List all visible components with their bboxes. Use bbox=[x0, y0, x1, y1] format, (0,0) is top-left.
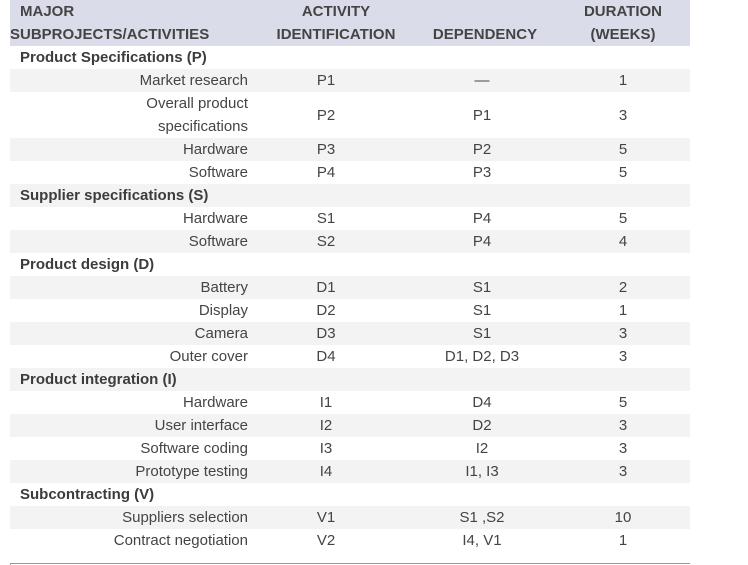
activity-name: Prototype testing bbox=[10, 460, 258, 483]
activity-id: I1 bbox=[319, 394, 333, 411]
table-row: Hardware I1 D4 5 bbox=[10, 391, 690, 414]
dependency: P1 bbox=[472, 106, 492, 124]
activity-name: Software coding bbox=[140, 440, 248, 457]
dependency: — bbox=[414, 69, 556, 92]
activity-id: V2 bbox=[316, 532, 336, 549]
table-row: User interface I2 D2 3 bbox=[10, 414, 690, 437]
activity-id: V1 bbox=[258, 506, 414, 529]
activity-name: Camera bbox=[10, 322, 258, 345]
section-title: Product Specifications (P) bbox=[20, 49, 207, 66]
activity-id: D1 bbox=[258, 276, 414, 299]
activity-id: I3 bbox=[319, 440, 333, 457]
duration: 5 bbox=[618, 394, 628, 411]
activity-name: Overall product specifications bbox=[146, 95, 248, 135]
duration: 3 bbox=[618, 440, 628, 457]
activity-id: D3 bbox=[258, 322, 414, 345]
dependency: I4, V1 bbox=[462, 532, 502, 549]
table-row: Contract negotiation V2 I4, V1 1 bbox=[10, 529, 690, 552]
dependency: I1, I3 bbox=[414, 460, 556, 483]
section-title: Product integration (I) bbox=[10, 368, 690, 391]
activity-name: Hardware bbox=[10, 138, 258, 161]
dependency: I2 bbox=[475, 440, 489, 457]
activity-name: Hardware bbox=[182, 210, 248, 227]
dependency: P4 bbox=[472, 210, 492, 227]
activity-id: I2 bbox=[258, 414, 414, 437]
duration: 5 bbox=[618, 210, 628, 227]
header-activity-id: ACTIVITY IDENTIFICATION bbox=[258, 0, 414, 46]
table-row: Market research P1 — 1 bbox=[10, 69, 690, 92]
duration: 3 bbox=[556, 414, 690, 437]
dependency: S1 bbox=[414, 276, 556, 299]
duration: 5 bbox=[556, 138, 690, 161]
header-duration: DURATION (WEEKS) bbox=[556, 0, 690, 46]
dependency: D2 bbox=[414, 414, 556, 437]
duration: 4 bbox=[556, 230, 690, 253]
duration: 10 bbox=[556, 506, 690, 529]
dependency: P2 bbox=[414, 138, 556, 161]
activity-id: S1 bbox=[316, 210, 336, 227]
table-row: Software coding I3 I2 3 bbox=[10, 437, 690, 460]
dependency: D1, D2, D3 bbox=[444, 348, 520, 365]
duration: 1 bbox=[556, 69, 690, 92]
table-row: Outer cover D4 D1, D2, D3 3 bbox=[10, 345, 690, 368]
dependency: S1 bbox=[414, 322, 556, 345]
activity-name: Software bbox=[10, 230, 258, 253]
activity-name: Outer cover bbox=[169, 348, 248, 365]
table-row: Overall product specifications P2 P1 3 bbox=[10, 92, 690, 138]
section-title: Product design (D) bbox=[20, 256, 155, 273]
section-title: Subcontracting (V) bbox=[20, 486, 155, 503]
activity-name: Display bbox=[198, 302, 248, 319]
table-row: Battery D1 S1 2 bbox=[10, 276, 690, 299]
activity-name: Hardware bbox=[182, 394, 248, 411]
dependency: S1 bbox=[472, 302, 492, 319]
activity-name: Market research bbox=[10, 69, 258, 92]
section-row: Subcontracting (V) bbox=[10, 483, 690, 506]
activity-table: MAJOR SUBPROJECTS/ACTIVITIES ACTIVITY ID… bbox=[10, 0, 690, 552]
table-row: Hardware P3 P2 5 bbox=[10, 138, 690, 161]
activity-id: S2 bbox=[258, 230, 414, 253]
activity-id: I4 bbox=[258, 460, 414, 483]
table-row: Software P4 P3 5 bbox=[10, 161, 690, 184]
table-bottom-rule bbox=[10, 563, 690, 564]
header-dependency: DEPENDENCY bbox=[414, 0, 556, 46]
dependency: D4 bbox=[472, 394, 492, 411]
activity-name: Software bbox=[188, 164, 248, 181]
table-bottom-rule-tick bbox=[10, 563, 11, 565]
duration: 3 bbox=[556, 460, 690, 483]
activity-id: P1 bbox=[258, 69, 414, 92]
table-header-row: MAJOR SUBPROJECTS/ACTIVITIES ACTIVITY ID… bbox=[10, 0, 690, 46]
activity-name: Battery bbox=[10, 276, 258, 299]
section-row: Product integration (I) bbox=[10, 368, 690, 391]
table-row: Hardware S1 P4 5 bbox=[10, 207, 690, 230]
table-row: Display D2 S1 1 bbox=[10, 299, 690, 322]
activity-name: Suppliers selection bbox=[10, 506, 258, 529]
activity-id: P4 bbox=[316, 164, 336, 181]
duration: 1 bbox=[618, 532, 628, 549]
section-row: Product design (D) bbox=[10, 253, 690, 276]
duration: 1 bbox=[618, 302, 628, 319]
table-row: Software S2 P4 4 bbox=[10, 230, 690, 253]
table-row: Prototype testing I4 I1, I3 3 bbox=[10, 460, 690, 483]
dependency: S1 ,S2 bbox=[414, 506, 556, 529]
section-row: Supplier specifications (S) bbox=[10, 184, 690, 207]
activity-id: D2 bbox=[316, 302, 336, 319]
activity-id: D4 bbox=[316, 348, 336, 365]
activity-id: P3 bbox=[258, 138, 414, 161]
table-row: Suppliers selection V1 S1 ,S2 10 bbox=[10, 506, 690, 529]
activity-id: P2 bbox=[316, 106, 336, 124]
activity-name: User interface bbox=[10, 414, 258, 437]
table-row: Camera D3 S1 3 bbox=[10, 322, 690, 345]
section-row: Product Specifications (P) bbox=[10, 46, 690, 69]
duration: 3 bbox=[618, 348, 628, 365]
duration: 3 bbox=[556, 322, 690, 345]
dependency: P3 bbox=[472, 164, 492, 181]
dependency: P4 bbox=[414, 230, 556, 253]
duration: 3 bbox=[618, 106, 628, 124]
activity-name: Contract negotiation bbox=[113, 532, 248, 549]
section-title: Supplier specifications (S) bbox=[10, 184, 690, 207]
duration: 2 bbox=[556, 276, 690, 299]
duration: 5 bbox=[618, 164, 628, 181]
header-subprojects: MAJOR SUBPROJECTS/ACTIVITIES bbox=[10, 0, 258, 46]
